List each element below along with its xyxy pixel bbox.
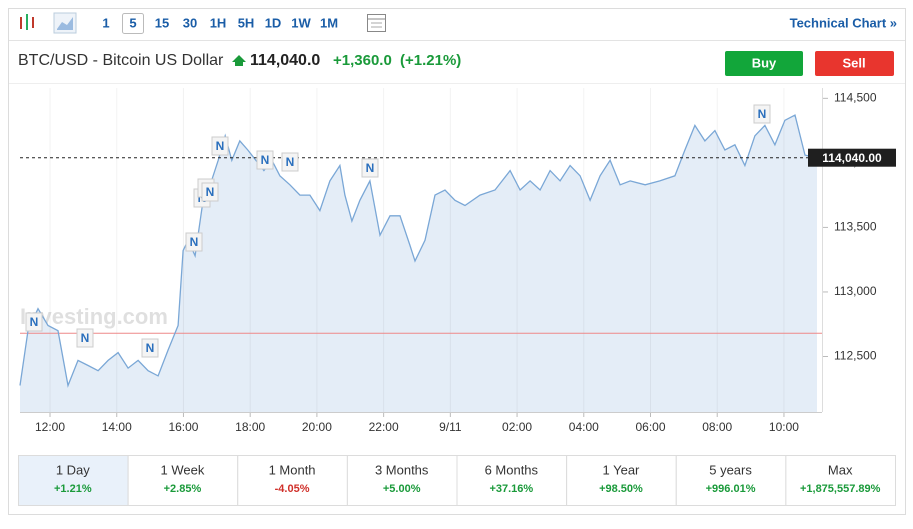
- interval-button[interactable]: 1: [102, 15, 109, 30]
- x-tick-label: 06:00: [635, 420, 665, 434]
- news-marker[interactable]: N: [211, 136, 229, 156]
- instrument-name: BTC/USD - Bitcoin US Dollar: [18, 52, 224, 69]
- x-tick-label: 22:00: [369, 420, 399, 434]
- period-label[interactable]: 3 Months: [375, 462, 429, 477]
- price: 114,040.0: [250, 52, 320, 69]
- interval-button[interactable]: 5H: [238, 15, 255, 30]
- x-tick-label: 18:00: [235, 420, 265, 434]
- interval-button[interactable]: 1W: [291, 15, 311, 30]
- news-marker[interactable]: N: [361, 158, 379, 178]
- news-marker[interactable]: N: [76, 328, 94, 348]
- period-label[interactable]: 1 Day: [56, 462, 90, 477]
- buy-button[interactable]: [725, 51, 803, 76]
- news-marker-box[interactable]: [256, 150, 274, 170]
- period-cell[interactable]: [785, 455, 896, 506]
- technical-chart-link[interactable]: Technical Chart »: [790, 15, 897, 30]
- news-marker[interactable]: N: [201, 182, 219, 202]
- x-tick-label: 16:00: [168, 420, 198, 434]
- x-tick-label: 20:00: [302, 420, 332, 434]
- x-tick-label: 10:00: [769, 420, 799, 434]
- period-change[interactable]: -4.05%: [275, 483, 310, 495]
- period-label[interactable]: 1 Week: [161, 462, 205, 477]
- news-marker-box[interactable]: [76, 328, 94, 348]
- y-tick-label: 113,000: [834, 284, 877, 298]
- news-marker-box[interactable]: [25, 312, 43, 332]
- period-change[interactable]: +1.21%: [54, 483, 92, 495]
- period-label[interactable]: Max: [828, 462, 853, 477]
- y-tick-label: 112,500: [834, 349, 877, 363]
- news-marker-label[interactable]: N: [81, 331, 90, 345]
- news-marker-box[interactable]: [141, 338, 159, 358]
- news-marker-label[interactable]: N: [286, 155, 295, 169]
- news-marker-label[interactable]: N: [30, 315, 39, 329]
- news-marker-label[interactable]: N: [146, 341, 155, 355]
- x-tick-label: 14:00: [102, 420, 132, 434]
- news-marker[interactable]: N: [141, 338, 159, 358]
- interval-button[interactable]: 30: [183, 15, 197, 30]
- news-marker-label[interactable]: N: [190, 235, 199, 249]
- news-marker-box[interactable]: [201, 182, 219, 202]
- news-marker[interactable]: N: [753, 104, 771, 124]
- news-marker[interactable]: N: [25, 312, 43, 332]
- period-change[interactable]: +37.16%: [489, 483, 533, 495]
- buy-label[interactable]: Buy: [752, 55, 777, 70]
- period-change[interactable]: +996.01%: [706, 483, 756, 495]
- news-marker-box[interactable]: [361, 158, 379, 178]
- period-cell[interactable]: [237, 455, 348, 506]
- interval-button[interactable]: 5: [129, 15, 136, 30]
- news-marker-label[interactable]: N: [758, 107, 767, 121]
- interval-button[interactable]: 1H: [210, 15, 227, 30]
- news-marker-box[interactable]: [281, 152, 299, 172]
- period-change[interactable]: +98.50%: [599, 483, 643, 495]
- period-cell[interactable]: [346, 455, 458, 506]
- x-tick-label: 08:00: [702, 420, 732, 434]
- x-tick-label: 04:00: [569, 420, 599, 434]
- news-marker-label[interactable]: N: [206, 185, 215, 199]
- period-change[interactable]: +1,875,557.89%: [800, 483, 881, 495]
- period-cell[interactable]: [456, 455, 568, 506]
- change: +1,360.0: [333, 52, 392, 69]
- news-marker[interactable]: N: [256, 150, 274, 170]
- x-tick-label: 9/11: [439, 420, 462, 434]
- price-line: [19, 114, 818, 388]
- calendar-icon[interactable]: [367, 14, 386, 32]
- period-label[interactable]: 1 Year: [603, 462, 641, 477]
- period-label[interactable]: 6 Months: [485, 462, 539, 477]
- last-price-box: [808, 148, 896, 167]
- news-marker[interactable]: N: [185, 232, 203, 252]
- interval-selected-box: [122, 13, 144, 34]
- interval-button[interactable]: 15: [155, 15, 169, 30]
- news-marker-label[interactable]: N: [216, 139, 225, 153]
- interval-button[interactable]: 1D: [265, 15, 282, 30]
- area-icon[interactable]: [53, 12, 77, 34]
- period-label[interactable]: 5 years: [709, 462, 752, 477]
- sell-label[interactable]: Sell: [842, 55, 865, 70]
- period-change[interactable]: +5.00%: [383, 483, 421, 495]
- period-change[interactable]: +2.85%: [164, 483, 202, 495]
- y-tick-label: 113,500: [834, 220, 877, 234]
- period-cell[interactable]: [675, 455, 787, 506]
- area: [20, 115, 817, 412]
- sell-button[interactable]: [815, 51, 894, 76]
- y-tick-label: 114,500: [834, 90, 877, 104]
- x-tick-label: 12:00: [35, 420, 65, 434]
- interval-button[interactable]: 1M: [320, 15, 338, 30]
- candle-icon[interactable]: [20, 14, 34, 30]
- news-marker-box[interactable]: [753, 104, 771, 124]
- news-marker-box[interactable]: [211, 136, 229, 156]
- news-marker-box[interactable]: [185, 232, 203, 252]
- news-marker-label[interactable]: N: [366, 161, 375, 175]
- x-tick-label: 02:00: [502, 420, 532, 434]
- last-price-label: 114,040.00: [822, 151, 882, 165]
- period-label[interactable]: 1 Month: [269, 462, 316, 477]
- change-pct: (+1.21%): [400, 52, 461, 69]
- period-cell[interactable]: [18, 455, 129, 506]
- news-marker-label[interactable]: N: [261, 153, 270, 167]
- up-arrow: [232, 55, 246, 66]
- news-marker[interactable]: N: [281, 152, 299, 172]
